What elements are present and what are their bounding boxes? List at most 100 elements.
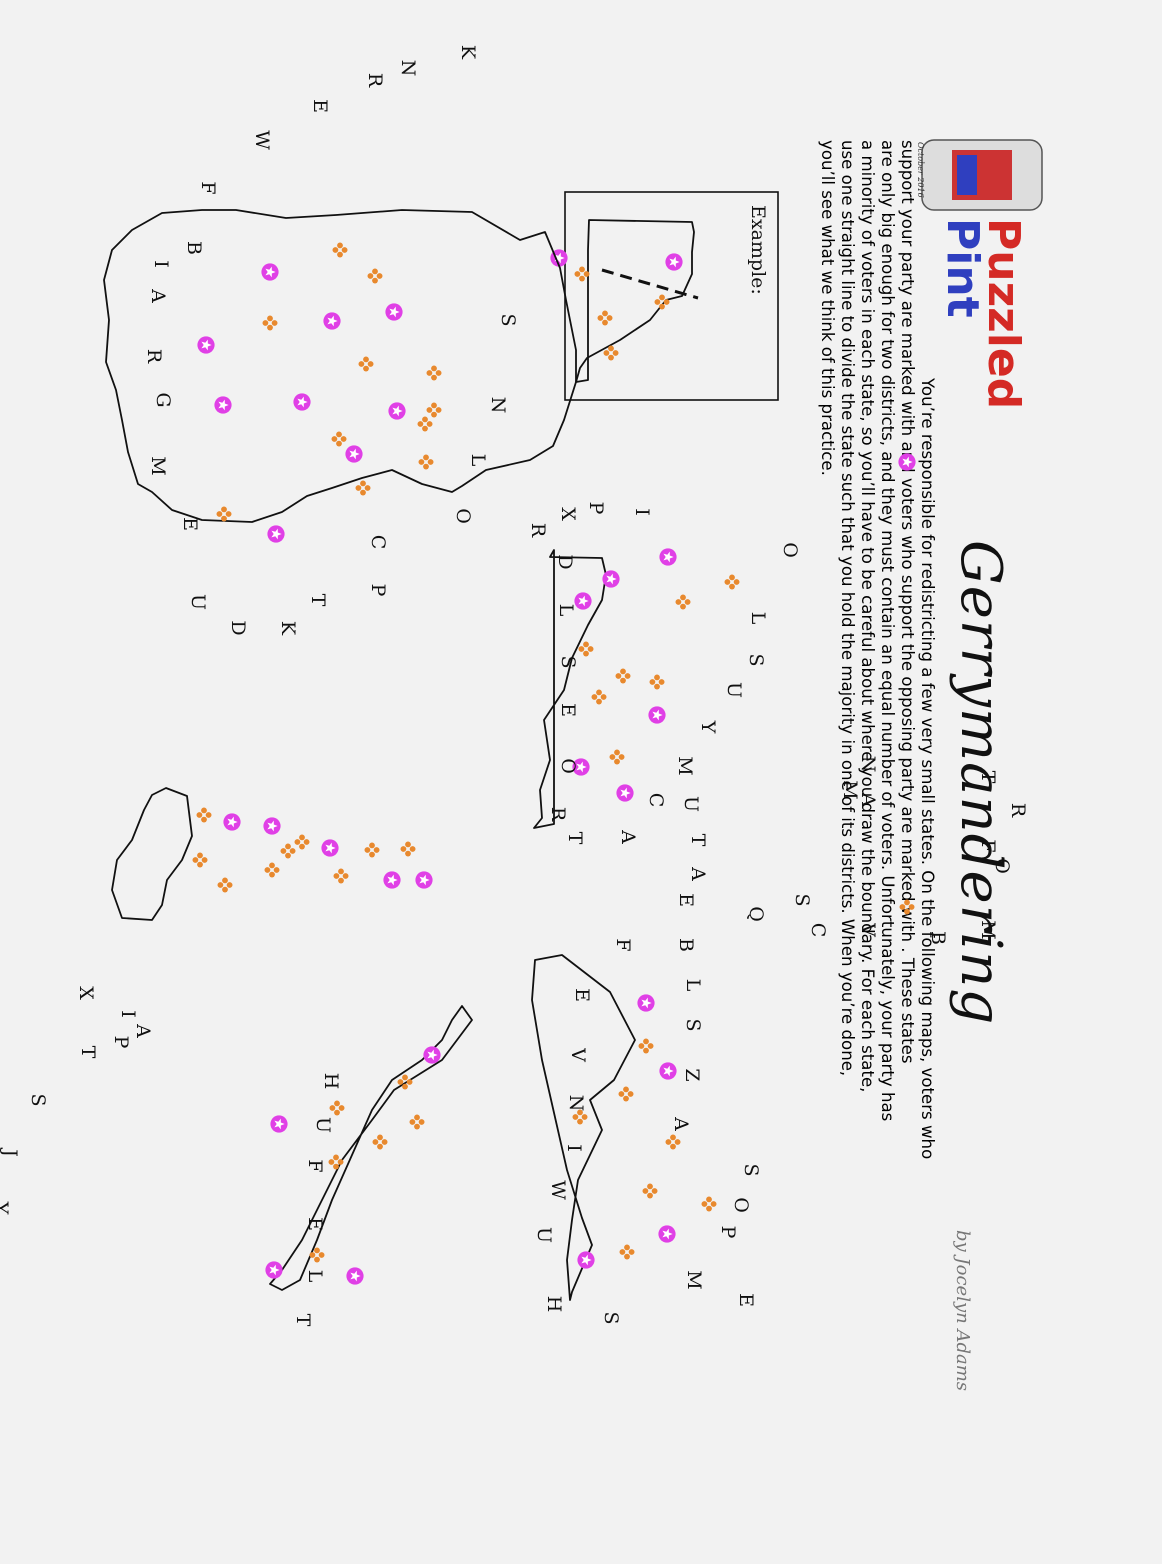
state-3-letter: F bbox=[612, 938, 634, 951]
puzzled-pint-logo: Puzzled Pint October 2016 bbox=[916, 139, 1043, 409]
state-4-letter: M bbox=[977, 920, 999, 939]
opposing-party-voter-icon bbox=[262, 315, 278, 331]
state-5-letter: E bbox=[304, 1217, 326, 1231]
state-4-letter: M bbox=[839, 780, 861, 799]
intro-line-5: use one straight line to divide the stat… bbox=[838, 140, 857, 1076]
opposing-party-voter-icon bbox=[358, 356, 374, 372]
state-3-letter: N bbox=[565, 1095, 587, 1112]
state-5-letter: S bbox=[27, 1093, 49, 1106]
our-party-voter-icon bbox=[637, 994, 655, 1012]
intro-line-2-part-2: and voters who support the opposing part… bbox=[898, 441, 917, 947]
example-frame bbox=[564, 191, 779, 401]
state-3-letter: S bbox=[600, 1311, 622, 1324]
state-3-letter: B bbox=[675, 938, 697, 952]
opposing-party-voter-icon bbox=[329, 1100, 345, 1116]
state-5-letter: F bbox=[304, 1159, 326, 1172]
state-2-letter: S bbox=[745, 653, 767, 666]
state-1-letter: C bbox=[367, 535, 389, 550]
state-3-letter: V bbox=[567, 1047, 589, 1062]
state-3-letter: S bbox=[740, 1163, 762, 1176]
state-3-letter: U bbox=[533, 1227, 555, 1243]
state-2-letter: E bbox=[557, 703, 579, 717]
state-4-letter: U bbox=[680, 796, 702, 812]
state-4-letter: Q bbox=[745, 906, 767, 922]
state-4-letter: N bbox=[857, 756, 879, 773]
state-2-letter: Y bbox=[697, 720, 719, 734]
example-dividing-line bbox=[601, 268, 699, 300]
state-2-letter: R bbox=[527, 523, 549, 538]
state-1-letter: F bbox=[197, 181, 219, 194]
opposing-party-voter-icon bbox=[591, 689, 607, 705]
opposing-party-voter-icon bbox=[280, 843, 296, 859]
state-1-letter: D bbox=[227, 620, 249, 635]
opposing-party-voter-icon bbox=[609, 749, 625, 765]
state-4-letter: O bbox=[991, 858, 1013, 874]
state-1-letter: W bbox=[251, 130, 273, 150]
byline: by Jocelyn Adams bbox=[952, 1230, 973, 1391]
state-4-letter: C bbox=[807, 923, 829, 938]
intro-line-6: you’ll see what we think of this practic… bbox=[818, 140, 837, 476]
state-1-letter: N bbox=[487, 397, 509, 414]
state-1-letter: G bbox=[152, 392, 174, 407]
opposing-party-voter-icon bbox=[615, 668, 631, 684]
our-party-voter-icon bbox=[261, 263, 279, 281]
state-4-letter: S bbox=[791, 893, 813, 906]
state-3-letter: Z bbox=[681, 1068, 703, 1081]
our-party-voter-icon bbox=[658, 1225, 676, 1243]
state-5-letter: I bbox=[117, 1010, 139, 1018]
state-1-letter: U bbox=[187, 594, 209, 610]
state-2-letter: I bbox=[631, 508, 653, 516]
our-party-voter-icon bbox=[265, 1261, 283, 1279]
opposing-party-voter-icon bbox=[328, 1154, 344, 1170]
state-3-letter: S bbox=[682, 1018, 704, 1031]
state-4-letter: B bbox=[927, 931, 949, 945]
state-1-letter: P bbox=[367, 584, 389, 597]
opposing-party-voter-icon bbox=[578, 641, 594, 657]
state-4-outline bbox=[111, 787, 193, 921]
intro-paragraph: You’re responsible for redistricting a f… bbox=[818, 140, 937, 1159]
state-3-outline bbox=[531, 954, 636, 1301]
state-2-letter: O bbox=[557, 758, 579, 774]
logo-word-pint: Pint bbox=[937, 218, 988, 318]
opposing-party-voter-icon bbox=[372, 1134, 388, 1150]
example-box: Example: bbox=[550, 191, 779, 401]
state-3-letter: P bbox=[717, 1226, 739, 1239]
state-1-letter: R bbox=[143, 349, 165, 364]
our-party-voter-icon bbox=[346, 1267, 364, 1285]
opposing-party-voter-icon bbox=[618, 1086, 634, 1102]
state-5-letter: A bbox=[132, 1023, 154, 1038]
state-3-letter: E bbox=[735, 1293, 757, 1307]
our-party-voter-icon bbox=[214, 396, 232, 414]
our-party-voter-icon bbox=[323, 312, 341, 330]
opposing-party-voter-icon bbox=[572, 1109, 588, 1125]
our-party-voter-icon bbox=[263, 817, 281, 835]
intro-line-4: a minority of voters in each state, so y… bbox=[858, 140, 877, 1092]
opposing-party-voter-icon bbox=[675, 594, 691, 610]
state-1-letter: N bbox=[397, 60, 419, 77]
state-3-letter: O bbox=[730, 1197, 752, 1213]
opposing-party-voter-icon bbox=[417, 416, 433, 432]
opposing-party-voter-icon bbox=[400, 841, 416, 857]
opposing-party-voter-icon bbox=[331, 431, 347, 447]
opposing-party-voter-icon bbox=[409, 1114, 425, 1130]
example-state-outline bbox=[575, 219, 695, 383]
our-party-voter-icon bbox=[321, 839, 339, 857]
logo-word-puzzled: Puzzled bbox=[978, 218, 1029, 409]
opposing-party-voter-icon bbox=[701, 1196, 717, 1212]
our-party-voter-icon bbox=[415, 871, 433, 889]
opposing-party-voter-icon bbox=[418, 454, 434, 470]
opposing-party-voter-icon bbox=[426, 402, 442, 418]
state-1-letter: S bbox=[497, 313, 519, 326]
state-3-letter: W bbox=[547, 1180, 569, 1200]
opposing-party-voter-icon bbox=[367, 268, 383, 284]
opposing-party-voter-icon bbox=[654, 294, 670, 310]
opposing-party-voter-icon bbox=[364, 842, 380, 858]
our-party-voter-icon bbox=[197, 336, 215, 354]
opposing-party-voter-icon bbox=[332, 242, 348, 258]
state-4-letter: T bbox=[977, 771, 999, 784]
state-1-letter: T bbox=[307, 594, 329, 607]
our-party-voter-icon bbox=[648, 706, 666, 724]
state-1-letter: M bbox=[147, 456, 169, 475]
state-3-letter: H bbox=[543, 1296, 565, 1313]
state-2-letter: P bbox=[585, 502, 607, 515]
